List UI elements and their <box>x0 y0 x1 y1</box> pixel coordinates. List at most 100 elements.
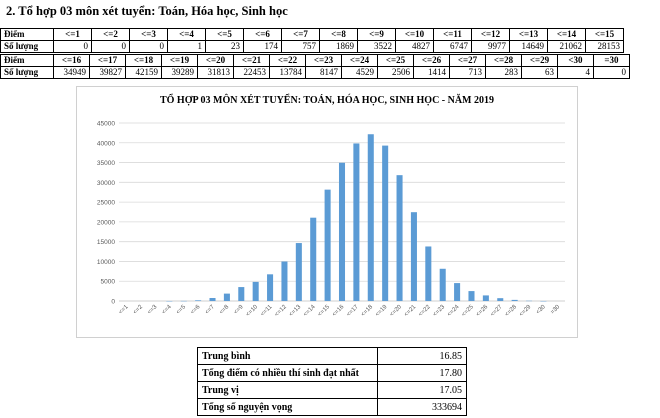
stats-row: Trung bình 16.85 <box>197 347 467 365</box>
score-cell: <=21 <box>233 54 270 67</box>
count-cell: 34949 <box>53 66 90 79</box>
count-cell: 283 <box>485 66 522 79</box>
stats-value: 333694 <box>377 398 467 416</box>
x-tick-label: <=3 <box>147 304 159 316</box>
x-tick-label: <=11 <box>260 304 274 318</box>
score-table-2: Điểm <=16 <=17 <=18 <=19 <=20 <=21 <=22 <=23 <=2… <box>0 54 630 79</box>
score-cell: <=24 <box>341 54 378 67</box>
count-cell: 2506 <box>377 66 414 79</box>
row-label-score: Điểm <box>0 54 54 67</box>
bar <box>223 293 230 301</box>
score-cell: <=22 <box>269 54 306 67</box>
y-tick-label: 10000 <box>97 259 115 266</box>
bar <box>295 243 302 301</box>
score-cell: <30 <box>557 54 594 67</box>
stats-label: Trung bình <box>197 347 378 365</box>
count-cell: 21062 <box>547 40 586 53</box>
score-cell: <=26 <box>413 54 450 67</box>
x-tick-label: <=29 <box>519 304 533 318</box>
count-cell: 757 <box>281 40 320 53</box>
count-cell: 8147 <box>305 66 342 79</box>
score-cell: <=16 <box>53 54 90 67</box>
score-cell: <=10 <box>395 28 434 41</box>
bar <box>324 189 331 301</box>
count-cell: 22453 <box>233 66 270 79</box>
score-cell: <=12 <box>471 28 510 41</box>
score-cell: <=14 <box>547 28 586 41</box>
count-cell: 13784 <box>269 66 306 79</box>
bar <box>195 300 202 301</box>
x-tick-label: <=6 <box>190 304 202 316</box>
x-tick-label: <=13 <box>288 304 302 318</box>
score-cell: <=2 <box>91 28 130 41</box>
bar <box>209 298 216 301</box>
bar <box>511 299 518 301</box>
bar <box>382 145 389 301</box>
score-cell: <=19 <box>161 54 198 67</box>
count-cell: 1 <box>167 40 206 53</box>
count-cell: 4827 <box>395 40 434 53</box>
stats-row: Tổng điểm có nhiều thí sinh đạt nhất 17.8… <box>197 364 467 382</box>
chart-title: TỔ HỢP 03 MÔN XÉT TUYỂN: TOÁN, HÓA HỌC, … <box>159 95 494 106</box>
x-tick-label: <=20 <box>389 304 403 318</box>
bar <box>267 274 274 301</box>
y-tick-label: 0 <box>111 299 115 306</box>
x-tick-label: <=24 <box>447 304 461 318</box>
count-cell: 63 <box>521 66 558 79</box>
count-cell: 28153 <box>585 40 624 53</box>
score-cell: <=28 <box>485 54 522 67</box>
stats-label: Tổng số nguyện vọng <box>197 398 378 416</box>
count-cell: 23 <box>205 40 244 53</box>
stats-row: Tổng số nguyện vọng 333694 <box>197 398 467 416</box>
score-cell: <=25 <box>377 54 414 67</box>
y-tick-label: 40000 <box>97 140 115 147</box>
count-cell: 14649 <box>509 40 548 53</box>
section-heading: 2. Tổ hợp 03 môn xét tuyển: Toán, Hóa họ… <box>6 4 288 18</box>
x-tick-label: <=23 <box>432 304 446 318</box>
count-cell: 39827 <box>89 66 126 79</box>
x-tick-label: <=12 <box>274 304 288 318</box>
x-tick-label: <=16 <box>331 304 345 318</box>
x-tick-label: <=1 <box>118 304 130 316</box>
y-tick-label: 30000 <box>97 180 115 187</box>
count-cell: 42159 <box>125 66 162 79</box>
bar <box>439 268 446 301</box>
score-table-1: Điểm <=1 <=2 <=3 <=4 <=5 <=6 <=7 <=8 <=9 <=10 <=11… <box>0 28 624 53</box>
bar <box>310 217 317 301</box>
score-cell: <=18 <box>125 54 162 67</box>
x-tick-label: <=27 <box>490 304 504 318</box>
count-cell: 6747 <box>433 40 472 53</box>
x-tick-label: <=10 <box>245 304 259 318</box>
x-tick-label: <=8 <box>219 304 231 316</box>
y-tick-label: 15000 <box>97 239 115 246</box>
count-cell: 1414 <box>413 66 450 79</box>
bar <box>425 246 432 301</box>
count-cell: 1869 <box>319 40 358 53</box>
x-tick-label: <=4 <box>161 304 173 316</box>
score-cell: <=1 <box>53 28 92 41</box>
x-tick-label: <=2 <box>132 304 144 316</box>
score-cell: <=8 <box>319 28 358 41</box>
row-label-count: Số lượng <box>0 66 54 79</box>
y-tick-label: 45000 <box>97 121 115 128</box>
bar <box>367 134 374 301</box>
row-label-count: Số lượng <box>0 40 54 53</box>
stats-row: Trung vị 17.05 <box>197 381 467 399</box>
score-cell: <=27 <box>449 54 486 67</box>
score-cell: <=15 <box>585 28 624 41</box>
x-tick-label: <=14 <box>303 304 317 318</box>
count-cell: 713 <box>449 66 486 79</box>
x-tick-label: <=21 <box>403 304 417 318</box>
count-cell: 39289 <box>161 66 198 79</box>
count-cell: 4 <box>557 66 594 79</box>
stats-label: Trung vị <box>197 381 378 399</box>
count-cell: 0 <box>91 40 130 53</box>
x-tick-label: <=17 <box>346 304 360 318</box>
y-tick-label: 5000 <box>101 279 116 286</box>
bar <box>281 261 288 301</box>
bar <box>482 295 489 301</box>
bar <box>252 281 259 301</box>
x-tick-label: <=9 <box>233 304 245 316</box>
bar <box>338 162 346 301</box>
x-tick-label: <=28 <box>504 304 518 318</box>
